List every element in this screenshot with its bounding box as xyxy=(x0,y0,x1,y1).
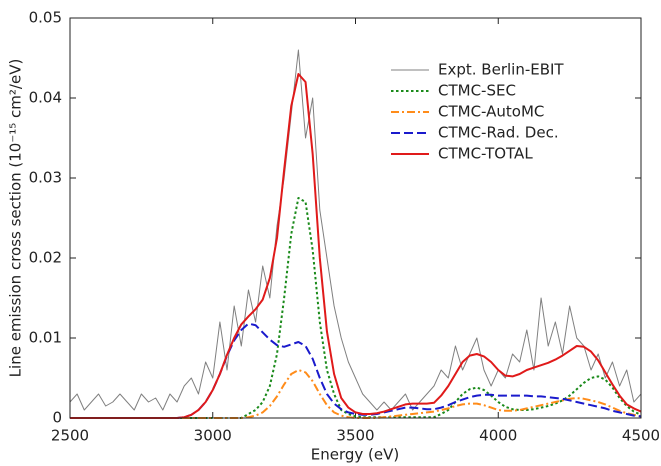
y-tick-label: 0.04 xyxy=(29,89,62,107)
x-axis-label: Energy (eV) xyxy=(311,446,399,464)
x-tick-label: 4000 xyxy=(479,427,517,445)
y-tick-label: 0.02 xyxy=(29,249,62,267)
y-tick-label: 0 xyxy=(52,409,62,427)
plot-frame xyxy=(69,17,642,419)
series-line xyxy=(69,49,642,411)
y-tick-label: 0.01 xyxy=(29,329,62,347)
x-tick-label: 3000 xyxy=(194,427,232,445)
legend-label: CTMC-AutoMC xyxy=(438,103,544,121)
x-tick-label: 2500 xyxy=(51,427,89,445)
legend-label: CTMC-TOTAL xyxy=(438,145,533,163)
legend-label: CTMC-Rad. Dec. xyxy=(438,124,559,142)
x-tick-label: 3500 xyxy=(336,427,374,445)
x-tick-label: 4500 xyxy=(622,427,660,445)
y-tick-label: 0.03 xyxy=(29,169,62,187)
legend-label: CTMC-SEC xyxy=(438,82,516,100)
y-axis-label: Line emission cross section (10⁻¹⁵ cm²/e… xyxy=(7,59,25,378)
series-line xyxy=(70,197,642,419)
legend-label: Expt. Berlin-EBIT xyxy=(438,61,564,79)
y-tick-label: 0.05 xyxy=(29,9,62,27)
series-line xyxy=(70,322,642,419)
